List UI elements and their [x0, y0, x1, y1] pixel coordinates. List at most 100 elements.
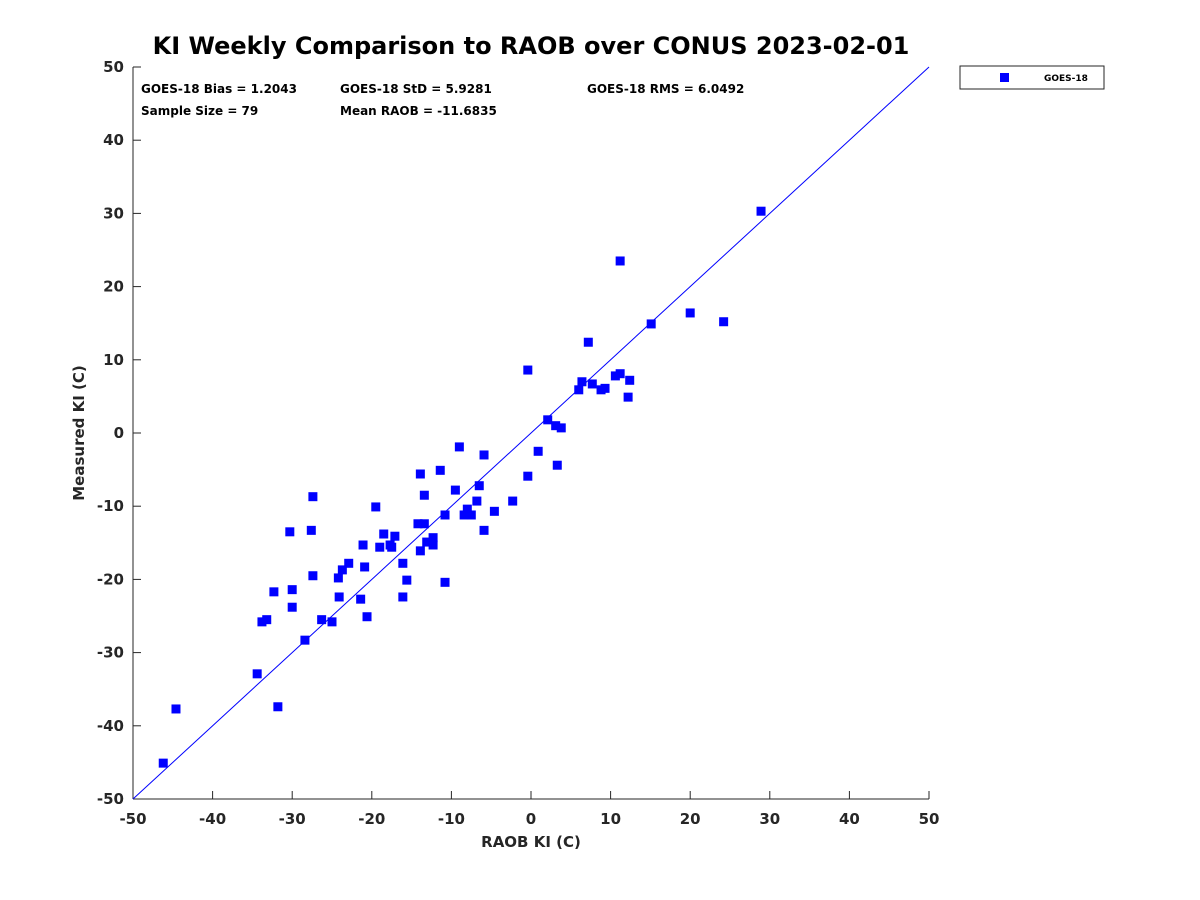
data-point	[508, 496, 518, 506]
y-tick-label: 30	[103, 204, 124, 222]
data-point	[577, 377, 587, 387]
data-point	[615, 256, 625, 266]
data-point	[479, 450, 489, 460]
data-point	[479, 525, 489, 535]
data-point	[317, 615, 327, 625]
stat-rms: GOES-18 RMS = 6.0492	[587, 82, 744, 96]
y-tick-label: -50	[97, 790, 124, 808]
data-point	[543, 415, 553, 425]
x-tick-label: 20	[680, 810, 701, 828]
x-axis-label: RAOB KI (C)	[481, 833, 581, 851]
legend: GOES-18	[959, 65, 1105, 90]
data-point	[489, 506, 499, 516]
data-point	[358, 540, 368, 550]
data-point	[533, 446, 543, 456]
x-tick-label: -10	[438, 810, 465, 828]
data-point	[440, 510, 450, 520]
x-tick-label: -30	[279, 810, 306, 828]
data-point	[574, 385, 584, 395]
data-point	[450, 485, 460, 495]
y-tick-label: -20	[97, 570, 124, 588]
data-point	[337, 565, 347, 575]
data-point	[523, 365, 533, 375]
data-point	[472, 496, 482, 506]
y-tick-label: 50	[103, 58, 124, 76]
data-point	[719, 317, 729, 327]
x-tick-label: -20	[358, 810, 385, 828]
data-point	[615, 369, 625, 379]
one-to-one-line	[132, 66, 930, 800]
data-point	[334, 592, 344, 602]
data-point	[327, 617, 337, 627]
data-point	[552, 460, 562, 470]
data-point	[344, 558, 354, 568]
data-point	[273, 702, 283, 712]
x-tick-label: 0	[526, 810, 536, 828]
y-tick-label: -40	[97, 717, 124, 735]
data-point	[379, 529, 389, 539]
data-point	[257, 617, 267, 627]
x-tick-label: 40	[839, 810, 860, 828]
stat-mean-raob: Mean RAOB = -11.6835	[340, 104, 497, 118]
data-point	[333, 573, 343, 583]
x-tick-label: -40	[199, 810, 226, 828]
data-point	[287, 585, 297, 595]
data-point	[398, 558, 408, 568]
data-points	[158, 206, 766, 768]
data-point	[390, 531, 400, 541]
data-point	[587, 379, 597, 389]
data-point	[387, 542, 397, 552]
y-tick-label: 40	[103, 131, 124, 149]
stat-bias: GOES-18 Bias = 1.2043	[141, 82, 297, 96]
data-point	[685, 308, 695, 318]
y-tick-label: 20	[103, 278, 124, 296]
data-point	[625, 375, 635, 385]
data-point	[415, 546, 425, 556]
data-point	[308, 492, 318, 502]
data-point	[371, 502, 381, 512]
data-point	[454, 442, 464, 452]
data-point	[646, 319, 656, 329]
chart-title: KI Weekly Comparison to RAOB over CONUS …	[153, 32, 910, 60]
data-point	[402, 575, 412, 585]
data-point	[610, 371, 620, 381]
data-point	[583, 337, 593, 347]
stat-std: GOES-18 StD = 5.9281	[340, 82, 492, 96]
legend-label: GOES-18	[1044, 74, 1088, 84]
data-point	[556, 423, 566, 433]
data-point	[422, 537, 432, 547]
x-tick-label: -50	[119, 810, 146, 828]
y-tick-label: -10	[97, 497, 124, 515]
data-point	[428, 540, 438, 550]
data-point	[398, 592, 408, 602]
y-tick-label: 0	[114, 424, 124, 442]
data-point	[435, 465, 445, 475]
data-point	[551, 421, 561, 431]
data-point	[356, 594, 366, 604]
axes: -50 -40 -30 -20 -10 0 10 20 30 40 50 -50 -40 -30 -20 -1…	[97, 58, 940, 828]
y-tick-label: -30	[97, 644, 124, 662]
data-point	[459, 510, 469, 520]
data-point	[419, 490, 429, 500]
data-point	[419, 519, 429, 529]
y-axis-label: Measured KI (C)	[70, 365, 88, 501]
data-point	[462, 504, 472, 514]
data-point	[287, 602, 297, 612]
data-point	[440, 577, 450, 587]
data-point	[756, 206, 766, 216]
x-tick-label: 50	[919, 810, 940, 828]
x-tick-label: 10	[600, 810, 621, 828]
data-point	[300, 635, 310, 645]
data-point	[306, 525, 316, 535]
stat-sample-size: Sample Size = 79	[141, 104, 258, 118]
y-tick-label: 10	[103, 351, 124, 369]
data-point	[171, 704, 181, 714]
data-point	[308, 571, 318, 581]
data-point	[252, 669, 262, 679]
data-point	[360, 562, 370, 572]
data-point	[474, 481, 484, 491]
data-point	[428, 533, 438, 543]
data-point	[158, 758, 168, 768]
data-point	[466, 510, 476, 520]
